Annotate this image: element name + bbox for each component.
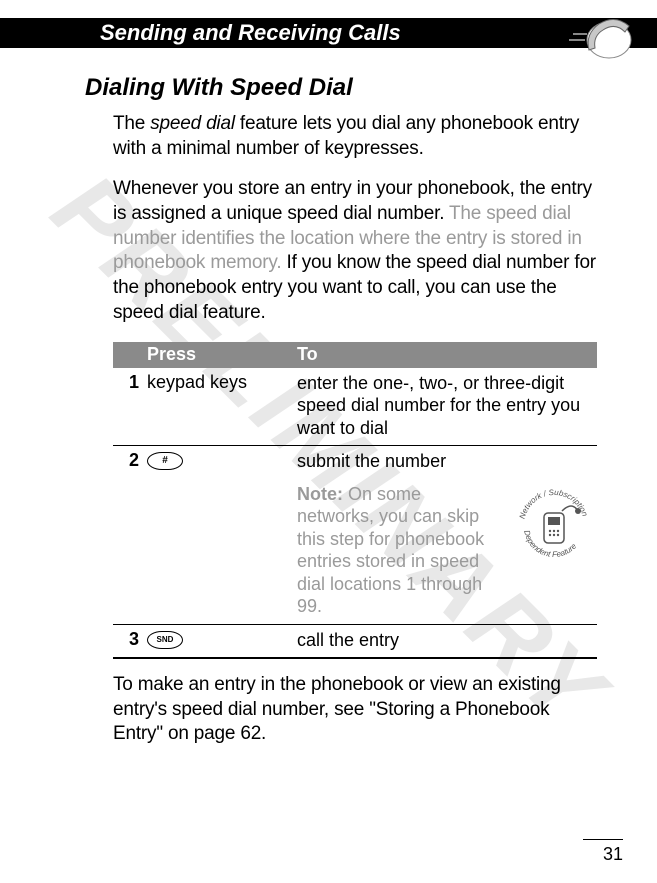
step-number: 2: [113, 450, 147, 618]
th-press: Press: [147, 344, 297, 365]
phone-handset-icon: [567, 12, 637, 62]
step-press: SND: [147, 629, 297, 652]
hash-key-icon: #: [147, 452, 183, 470]
step-to: enter the one-, two-, or three-digit spe…: [297, 372, 597, 440]
snd-key-icon: SND: [147, 631, 183, 649]
page-number: 31: [583, 839, 623, 865]
th-to: To: [297, 344, 597, 365]
step-press: keypad keys: [147, 372, 297, 440]
table-row: 3 SND call the entry: [113, 625, 597, 660]
intro-paragraph-2: Whenever you store an entry in your phon…: [85, 177, 597, 325]
closing-paragraph: To make an entry in the phonebook or vie…: [85, 673, 597, 747]
table-row: 1 keypad keys enter the one-, two-, or t…: [113, 368, 597, 447]
step-to: call the entry: [297, 629, 597, 652]
note-label: Note:: [297, 484, 343, 504]
table-row: 2 # submit the number Note: On some netw…: [113, 446, 597, 625]
step-number: 3: [113, 629, 147, 652]
page-header: Sending and Receiving Calls: [0, 18, 657, 48]
para1-italic: speed dial: [150, 113, 235, 134]
step-press: #: [147, 450, 297, 618]
steps-table: Press To 1 keypad keys enter the one-, t…: [113, 342, 597, 660]
section-title: Dialing With Speed Dial: [85, 74, 597, 102]
network-feature-badge-icon: Network / Subscription Dependent Feature: [512, 483, 597, 568]
para1-a: The: [113, 113, 150, 134]
intro-paragraph-1: The speed dial feature lets you dial any…: [85, 112, 597, 161]
table-header-row: Press To: [113, 342, 597, 368]
header-title: Sending and Receiving Calls: [100, 20, 401, 46]
step-number: 1: [113, 372, 147, 440]
step-to: submit the number: [297, 451, 446, 471]
